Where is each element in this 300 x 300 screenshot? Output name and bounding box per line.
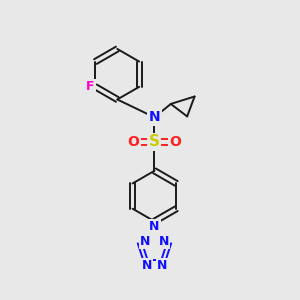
Text: N: N xyxy=(157,259,167,272)
Text: N: N xyxy=(148,110,160,124)
Text: N: N xyxy=(149,220,160,233)
Text: S: S xyxy=(149,134,160,149)
Text: F: F xyxy=(86,80,94,93)
Text: N: N xyxy=(140,235,150,248)
Text: N: N xyxy=(142,259,152,272)
Text: O: O xyxy=(169,135,181,149)
Text: N: N xyxy=(159,235,169,248)
Text: O: O xyxy=(128,135,140,149)
